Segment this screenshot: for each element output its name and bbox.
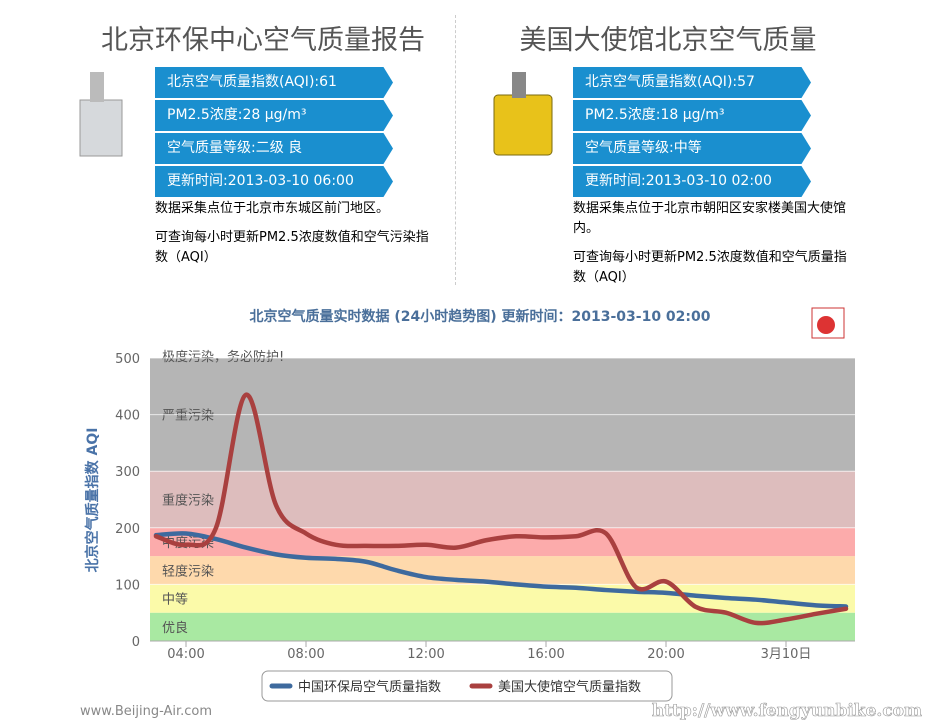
x-tick-label: 04:00 bbox=[167, 647, 204, 662]
y-tick-label: 300 bbox=[115, 465, 140, 480]
icons bbox=[79, 72, 845, 339]
y-tick-label: 100 bbox=[115, 578, 140, 593]
x-tick-label: 08:00 bbox=[287, 647, 324, 662]
info-row: 北京空气质量指数(AQI):57 bbox=[573, 67, 811, 98]
info-row: 空气质量等级:中等 bbox=[573, 133, 811, 164]
info-rows: 北京空气质量指数(AQI):61 PM2.5浓度:28 μg/m³ 空气质量等级… bbox=[155, 67, 393, 199]
y-tick-label: 200 bbox=[115, 522, 140, 537]
chart-title: 北京空气质量实时数据 (24小时趋势图) 更新时间：2013-03-10 02:… bbox=[249, 308, 710, 325]
notes: 数据采集点位于北京市朝阳区安家楼美国大使馆内。 可查询每小时更新PM2.5浓度数… bbox=[573, 199, 853, 297]
info-rows: 北京空气质量指数(AQI):57 PM2.5浓度:18 μg/m³ 空气质量等级… bbox=[573, 67, 811, 199]
legend-label[interactable]: 中国环保局空气质量指数 bbox=[298, 679, 441, 695]
panel-title: 北京环保中心空气质量报告 bbox=[101, 25, 425, 56]
note: 可查询每小时更新PM2.5浓度数值和空气质量指数（AQI） bbox=[573, 250, 847, 285]
band bbox=[150, 612, 855, 641]
note: 数据采集点位于北京市东城区前门地区。 bbox=[155, 201, 390, 216]
y-tick-label: 0 bbox=[132, 635, 140, 650]
band bbox=[150, 556, 855, 585]
band-label: 中等 bbox=[162, 592, 188, 608]
monitor-icon-top bbox=[512, 72, 526, 98]
band-label: 优良 bbox=[162, 620, 188, 636]
annotation: 极度污染，务必防护! bbox=[162, 349, 284, 365]
watermark: http://www.fengyunbike.com bbox=[652, 701, 922, 721]
band-label: 重度污染 bbox=[162, 493, 214, 509]
panel-title: 美国大使馆北京空气质量 bbox=[519, 25, 817, 56]
series-line bbox=[153, 531, 849, 609]
x-tick-label: 12:00 bbox=[407, 647, 444, 662]
info-row: PM2.5浓度:18 μg/m³ bbox=[573, 100, 811, 131]
info-row: 空气质量等级:二级 良 bbox=[155, 133, 393, 164]
info-row: 北京空气质量指数(AQI):61 bbox=[155, 67, 393, 98]
x-tick-label: 16:00 bbox=[527, 647, 564, 662]
legend-box bbox=[261, 670, 673, 702]
band-label: 轻度污染 bbox=[162, 563, 214, 579]
y-axis-label: 北京空气质量指数 AQI bbox=[84, 428, 101, 573]
note: 可查询每小时更新PM2.5浓度数值和空气污染指数（AQI） bbox=[155, 230, 429, 265]
monitor-icon-top bbox=[90, 72, 104, 102]
x-tick-label: 20:00 bbox=[647, 647, 684, 662]
info-row: 更新时间:2013-03-10 06:00 bbox=[155, 166, 393, 197]
notes: 数据采集点位于北京市东城区前门地区。 可查询每小时更新PM2.5浓度数值和空气污… bbox=[155, 199, 435, 277]
info-row: 更新时间:2013-03-10 02:00 bbox=[573, 166, 811, 197]
monitor-icon bbox=[493, 94, 553, 156]
band-label: 严重污染 bbox=[162, 408, 214, 424]
weibo-icon-logo[interactable] bbox=[817, 316, 835, 334]
x-tick-label: 3月10日 bbox=[761, 647, 812, 662]
note: 数据采集点位于北京市朝阳区安家楼美国大使馆内。 bbox=[573, 201, 847, 236]
y-tick-label: 400 bbox=[115, 409, 140, 424]
band bbox=[150, 471, 855, 528]
credit: www.Beijing-Air.com bbox=[80, 704, 212, 719]
divider bbox=[455, 15, 456, 285]
series-line bbox=[153, 392, 849, 626]
monitor-icon bbox=[79, 99, 123, 157]
info-row: PM2.5浓度:28 μg/m³ bbox=[155, 100, 393, 131]
y-tick-label: 500 bbox=[115, 352, 140, 367]
legend-label[interactable]: 美国大使馆空气质量指数 bbox=[498, 679, 641, 695]
